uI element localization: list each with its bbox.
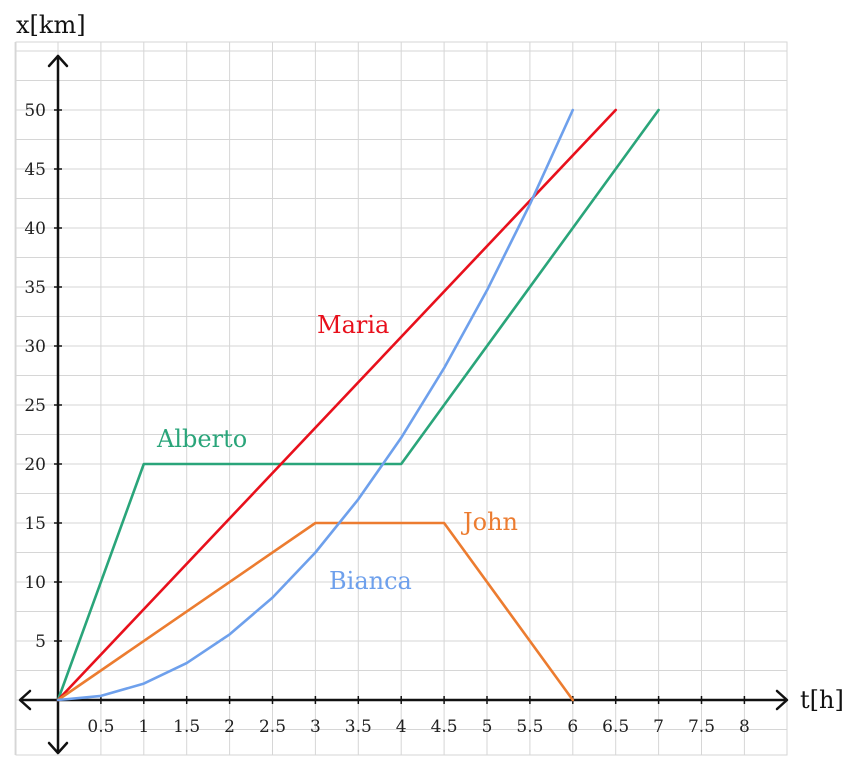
series-line-bianca [56, 108, 575, 702]
series-label-bianca: Bianca [329, 567, 412, 595]
y-tick-label: 20 [24, 455, 46, 475]
x-tick-label: 1 [138, 717, 149, 737]
y-tick-label: 5 [35, 632, 46, 652]
x-tick-label: 5.5 [516, 717, 543, 737]
y-tick-labels: 5 10 15 20 25 30 35 40 45 50 [24, 101, 62, 652]
y-tick-label: 15 [24, 514, 46, 534]
series-label-john: John [460, 508, 518, 536]
x-tick-label: 1.5 [173, 717, 200, 737]
y-tick-label: 45 [24, 160, 46, 180]
y-tick-label: 30 [24, 337, 46, 357]
y-tick-label: 40 [24, 219, 46, 239]
x-tick-labels: 0.5 1 1.5 2 2.5 3 3.5 4 4.5 5 5.5 6 6.5 7 7.5 8 [87, 696, 750, 737]
series-lines [56, 108, 660, 702]
x-tick-label: 6 [567, 717, 578, 737]
y-axis-down-arrow-icon [47, 741, 69, 755]
series-line-alberto [56, 108, 660, 702]
y-tick-label: 25 [24, 396, 46, 416]
x-tick-label: 0.5 [87, 717, 114, 737]
x-axis-right-arrow-icon [775, 689, 789, 711]
series-line-maria [56, 108, 618, 702]
x-tick-label: 3 [310, 717, 321, 737]
y-axis-up-arrow-icon [47, 54, 69, 68]
x-tick-label: 4 [396, 717, 407, 737]
series-label-maria: Maria [317, 311, 389, 339]
axes [18, 54, 789, 755]
series-line-john [56, 521, 575, 702]
grid [14, 41, 788, 756]
x-tick-label: 7.5 [688, 717, 715, 737]
x-tick-label: 5 [482, 717, 493, 737]
x-tick-label: 3.5 [345, 717, 372, 737]
x-tick-label: 2 [224, 717, 235, 737]
x-tick-label: 2.5 [259, 717, 286, 737]
series-label-alberto: Alberto [156, 425, 247, 453]
x-axis-left-arrow-icon [18, 689, 32, 711]
y-tick-label: 10 [24, 573, 46, 593]
series-labels: Alberto Maria John Bianca [156, 311, 518, 595]
y-axis-label: x[km] [16, 11, 86, 39]
x-axis-label: t[h] [800, 686, 844, 714]
x-tick-label: 8 [739, 717, 750, 737]
x-tick-label: 6.5 [602, 717, 629, 737]
x-tick-label: 7 [653, 717, 664, 737]
y-tick-label: 50 [24, 101, 46, 121]
y-tick-label: 35 [24, 278, 46, 298]
x-tick-label: 4.5 [431, 717, 458, 737]
